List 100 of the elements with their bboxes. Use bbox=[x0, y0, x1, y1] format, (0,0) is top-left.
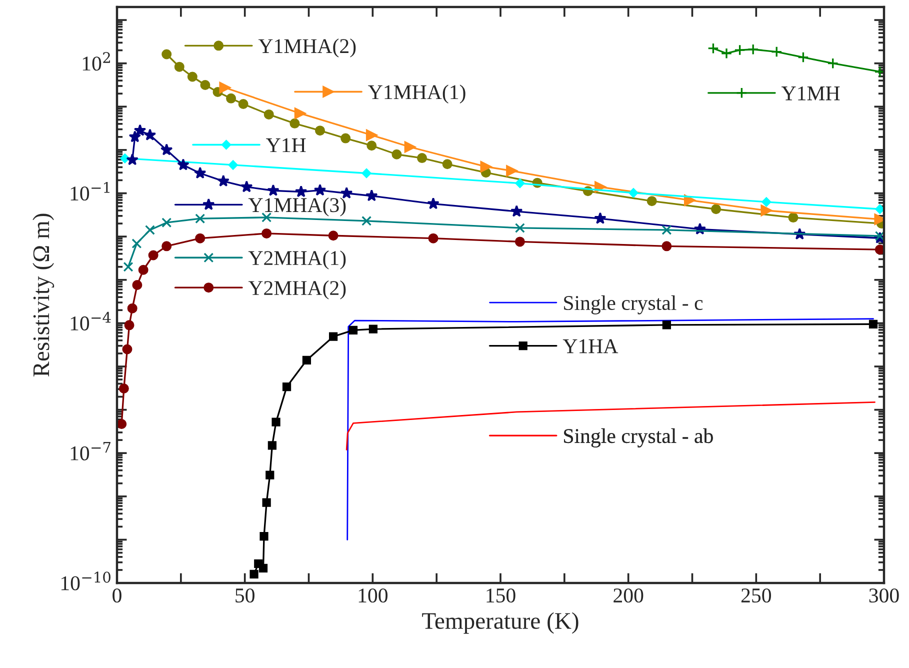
point bbox=[875, 204, 884, 214]
point bbox=[662, 224, 672, 235]
point bbox=[711, 204, 722, 214]
point bbox=[160, 144, 173, 156]
legend-label: Y1MHA(1) bbox=[368, 84, 466, 104]
x-tick-label: 100 bbox=[358, 588, 388, 603]
point bbox=[366, 129, 378, 141]
y-tick-label: 10$^{−7}$ bbox=[70, 442, 110, 460]
point bbox=[315, 126, 325, 136]
y-tick-label: 10$^{2}$ bbox=[82, 52, 110, 71]
y-tick-label: 10$^{−1}$ bbox=[70, 182, 110, 201]
point bbox=[328, 332, 338, 341]
point bbox=[195, 214, 206, 224]
point bbox=[126, 153, 138, 166]
point bbox=[788, 212, 798, 223]
point bbox=[290, 118, 300, 128]
point bbox=[127, 303, 138, 314]
point bbox=[266, 470, 274, 480]
point bbox=[174, 62, 184, 72]
point bbox=[219, 82, 231, 94]
point bbox=[328, 230, 338, 241]
point bbox=[362, 216, 372, 226]
point bbox=[348, 326, 358, 334]
point bbox=[366, 140, 377, 151]
point bbox=[250, 570, 258, 578]
point bbox=[302, 356, 312, 364]
point bbox=[240, 180, 253, 192]
point bbox=[267, 184, 280, 196]
point bbox=[162, 241, 172, 252]
point bbox=[123, 262, 134, 272]
point bbox=[260, 532, 268, 541]
legend-label: Y1MHA(3) bbox=[248, 197, 346, 216]
line-series bbox=[346, 401, 876, 450]
y-tick-label: 10$^{−10}$ bbox=[61, 572, 110, 590]
point bbox=[662, 241, 672, 252]
point bbox=[392, 149, 402, 160]
point bbox=[362, 168, 372, 178]
point bbox=[734, 44, 746, 56]
point bbox=[594, 212, 606, 224]
point bbox=[708, 42, 719, 54]
point bbox=[117, 418, 127, 429]
point bbox=[827, 58, 839, 70]
legend-label: Y2MHA(1) bbox=[248, 250, 346, 270]
point bbox=[417, 153, 428, 164]
point bbox=[874, 244, 884, 255]
point bbox=[747, 44, 759, 56]
y-axis-title: Resistivity (Ω m) bbox=[32, 214, 54, 377]
point bbox=[134, 124, 146, 136]
point bbox=[340, 186, 353, 199]
x-tick-label: 0 bbox=[112, 588, 122, 603]
point bbox=[268, 441, 276, 450]
point bbox=[144, 224, 155, 235]
x-tick-label: 50 bbox=[236, 588, 254, 603]
legend-label: Y1MHA(2) bbox=[258, 38, 356, 58]
point bbox=[272, 418, 280, 426]
point bbox=[144, 128, 156, 140]
point bbox=[760, 204, 772, 216]
point bbox=[138, 264, 148, 275]
point bbox=[628, 188, 638, 198]
point bbox=[314, 184, 326, 196]
point bbox=[442, 159, 452, 170]
point bbox=[124, 320, 134, 330]
point bbox=[514, 222, 525, 233]
point bbox=[177, 158, 190, 170]
point bbox=[194, 166, 206, 179]
point bbox=[514, 236, 525, 247]
point bbox=[162, 218, 172, 228]
legend-label: Y2MHA(2) bbox=[248, 280, 346, 300]
point bbox=[217, 174, 230, 187]
legend-label: Y1H bbox=[266, 138, 306, 152]
point bbox=[122, 344, 132, 354]
point bbox=[340, 133, 351, 144]
x-tick-label: 150 bbox=[486, 588, 516, 603]
point bbox=[132, 280, 142, 290]
point bbox=[226, 93, 236, 104]
point bbox=[506, 165, 518, 176]
point bbox=[258, 564, 268, 572]
point bbox=[162, 49, 172, 60]
point bbox=[132, 238, 142, 249]
point bbox=[294, 108, 306, 120]
point bbox=[427, 197, 440, 210]
point bbox=[148, 250, 158, 260]
point bbox=[770, 46, 782, 58]
point bbox=[262, 498, 271, 507]
point bbox=[662, 320, 671, 330]
legend-label: Single crystal - c bbox=[564, 295, 703, 314]
point bbox=[200, 80, 210, 90]
legend-label: Y1HA bbox=[562, 339, 618, 354]
x-tick-label: 250 bbox=[741, 588, 771, 603]
x-axis-title: Temperature (K) bbox=[422, 612, 578, 634]
y-tick-label: 10$^{−4}$ bbox=[70, 312, 111, 330]
point bbox=[195, 233, 206, 244]
point bbox=[480, 161, 492, 172]
legend-label: Single crystal - ab bbox=[564, 428, 713, 448]
point bbox=[404, 141, 416, 153]
point bbox=[228, 160, 238, 170]
point bbox=[238, 99, 248, 110]
x-tick-label: 200 bbox=[614, 588, 644, 603]
point bbox=[118, 384, 129, 394]
point bbox=[428, 233, 438, 244]
